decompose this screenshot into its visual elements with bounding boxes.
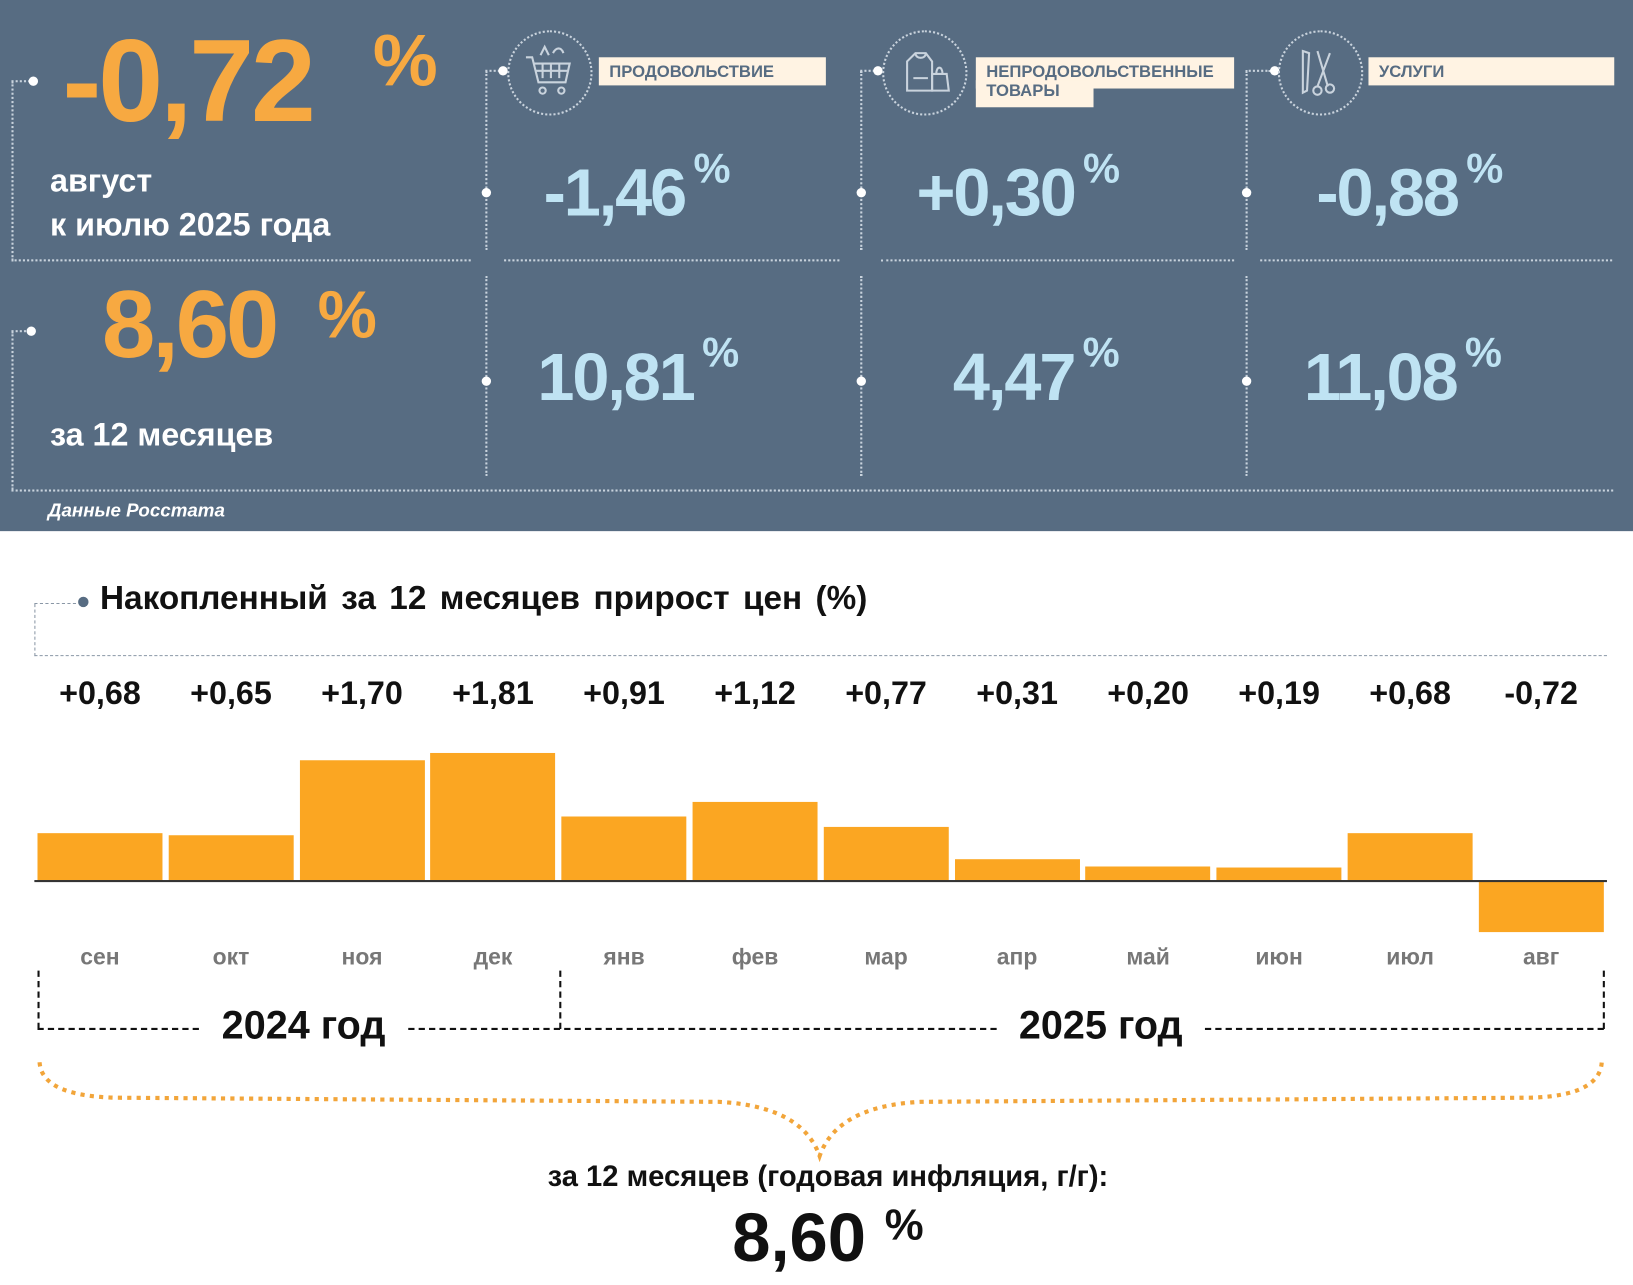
chart-baseline <box>34 880 1607 883</box>
bar-май <box>1085 866 1211 882</box>
comb-scissors-icon <box>1277 30 1364 116</box>
value-label: +0,65 <box>190 674 272 712</box>
clothes-bag-icon <box>882 30 968 116</box>
bar-апр <box>954 859 1080 882</box>
percent-sign: % <box>1083 145 1120 192</box>
annual-value: 10,81 <box>537 339 695 415</box>
shopping-cart-icon <box>507 30 593 116</box>
total-value: 8,60 <box>732 1198 867 1276</box>
monthly-label-line1: август <box>49 162 153 199</box>
value-label: +1,81 <box>452 674 534 712</box>
bar-мар <box>823 826 949 882</box>
bar-янв <box>561 816 687 882</box>
bar-июл <box>1347 832 1473 882</box>
value-label: +1,70 <box>321 674 403 712</box>
percent-sign: % <box>1082 330 1120 376</box>
value-label: +0,68 <box>59 674 141 712</box>
percent-sign: % <box>1464 330 1502 376</box>
value-label: +0,77 <box>845 674 927 712</box>
year-label-2024: 2024 год <box>221 1003 386 1048</box>
value-label: +0,68 <box>1369 674 1451 712</box>
value-label: +0,19 <box>1238 674 1320 712</box>
bar-авг <box>1478 881 1604 933</box>
total-label: за 12 месяцев (годовая инфляция, г/г): <box>547 1160 1109 1193</box>
title-bullet-icon <box>78 596 89 608</box>
monthly-value: -0,88 <box>1316 155 1460 231</box>
category-label-line2: ТОВАРЫ <box>975 80 1094 108</box>
source-note: Данные Росстата <box>47 499 225 521</box>
monthly-value: +0,30 <box>916 155 1076 231</box>
bar-ноя <box>299 760 425 882</box>
bar-сен <box>37 832 163 882</box>
month-label: сен <box>80 943 120 970</box>
month-label: янв <box>603 943 645 970</box>
month-label: май <box>1126 943 1170 970</box>
value-label: +0,20 <box>1107 674 1189 712</box>
percent-sign: % <box>693 145 730 192</box>
month-label: окт <box>212 943 250 970</box>
category-label: ПРОДОВОЛЬСТВИЕ <box>598 57 826 86</box>
month-label: июн <box>1255 943 1303 970</box>
curly-brace <box>37 1061 1604 1163</box>
monthly-inflation-value: -0,72 <box>62 15 315 146</box>
month-label: дек <box>473 943 513 970</box>
month-label: апр <box>996 943 1038 970</box>
bar-июн <box>1216 867 1342 882</box>
percent-sign: % <box>884 1199 924 1249</box>
value-label: +1,12 <box>714 674 796 712</box>
month-label: авг <box>1522 943 1560 970</box>
category-label: УСЛУГИ <box>1368 57 1615 86</box>
monthly-label-line2: к июлю 2025 года <box>49 206 331 243</box>
month-label: ноя <box>341 943 383 970</box>
bar-фев <box>692 801 818 882</box>
value-label: +0,31 <box>976 674 1058 712</box>
percent-sign: % <box>702 330 739 376</box>
percent-sign: % <box>317 277 377 353</box>
chart-title: Накопленный за 12 месяцев прирост цен (%… <box>99 579 868 617</box>
annual-label: за 12 месяцев <box>49 416 274 454</box>
percent-sign: % <box>1466 145 1503 192</box>
year-label-2025: 2025 год <box>1018 1003 1183 1048</box>
value-label: +0,91 <box>583 674 665 712</box>
month-label: мар <box>864 943 908 970</box>
month-label: фев <box>731 943 779 970</box>
bar-дек <box>430 752 556 882</box>
bar-окт <box>168 835 294 882</box>
annual-inflation-value: 8,60 <box>102 271 279 379</box>
monthly-value: -1,46 <box>543 155 688 231</box>
summary-panel: -0,72 % август к июлю 2025 года 8,60 % з… <box>0 0 1633 532</box>
value-label: -0,72 <box>1504 674 1578 712</box>
month-label: июл <box>1386 943 1434 970</box>
annual-value: 11,08 <box>1303 339 1459 415</box>
annual-value: 4,47 <box>952 339 1076 415</box>
percent-sign: % <box>372 19 438 102</box>
